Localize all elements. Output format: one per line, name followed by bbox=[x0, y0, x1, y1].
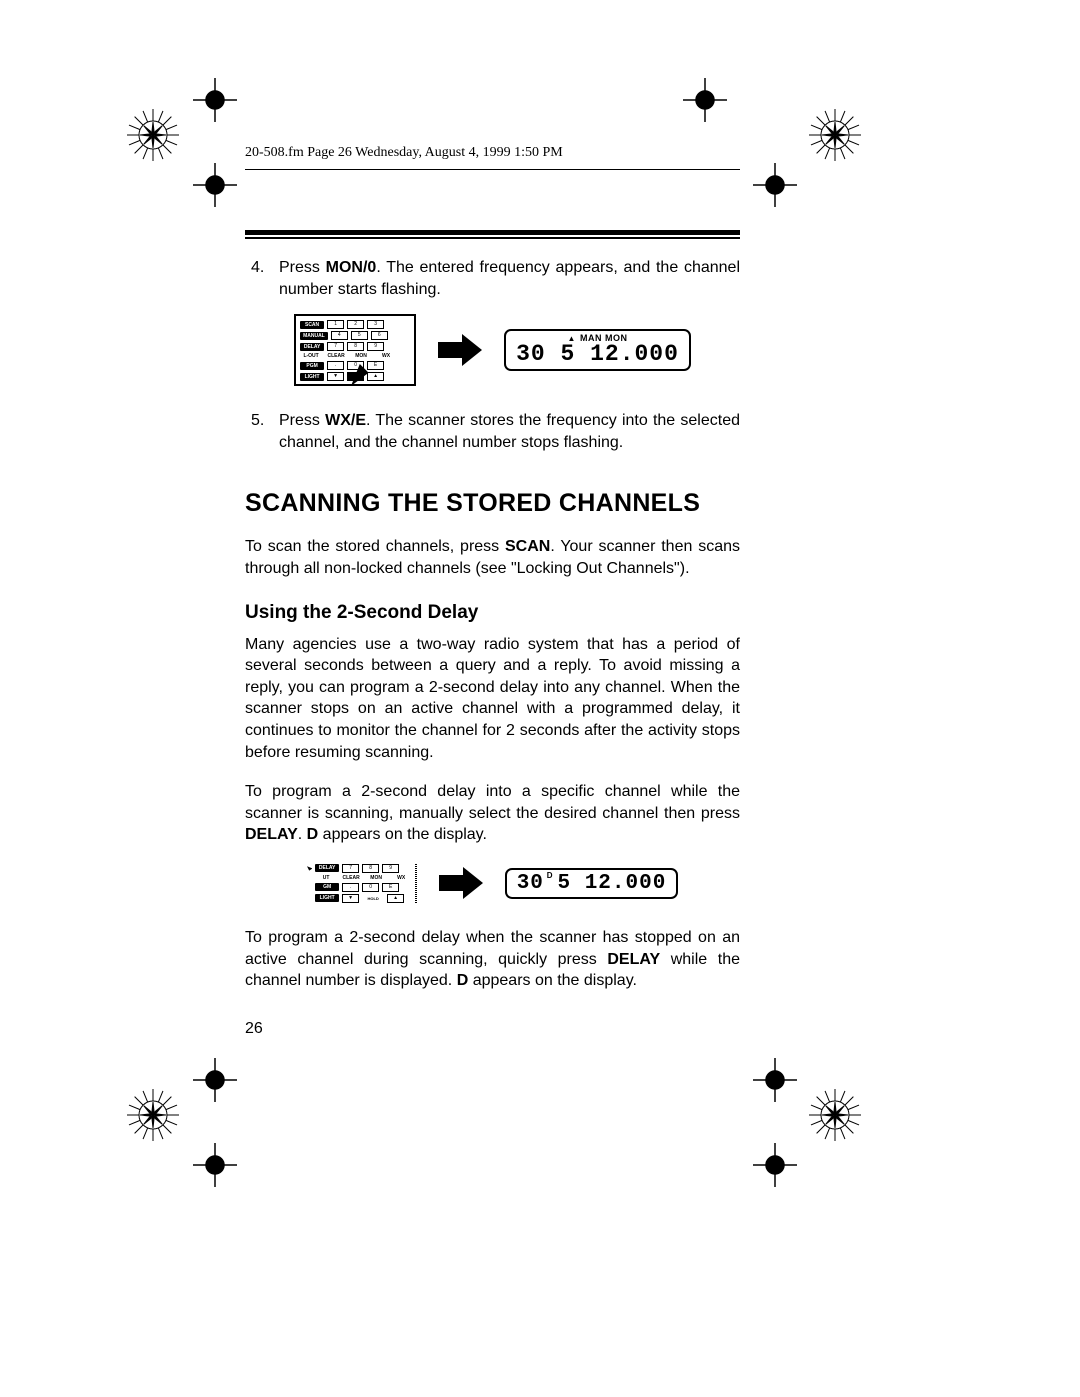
right-arrow-icon bbox=[438, 334, 482, 366]
running-head: 20-508.fm Page 26 Wednesday, August 4, 1… bbox=[245, 145, 740, 161]
double-rule bbox=[245, 230, 740, 239]
crosshair-regmark-icon bbox=[193, 1143, 237, 1187]
key-ref: D bbox=[457, 972, 469, 989]
keypad-diagram: SCAN123 MANUAL456 DELAY789 L-OUTCLEARMON… bbox=[294, 314, 416, 386]
sunburst-regmark-icon bbox=[805, 1085, 865, 1145]
delay-p1: Many agencies use a two-way radio system… bbox=[245, 634, 740, 764]
crosshair-regmark-icon bbox=[753, 1143, 797, 1187]
keypad-diagram-small: DELAY789 UTCLEARMONWX GM.0E LIGHT▼HOLD▲ bbox=[307, 864, 417, 903]
crosshair-regmark-icon bbox=[193, 1058, 237, 1102]
key-ref: WX/E bbox=[325, 412, 366, 429]
sunburst-regmark-icon bbox=[123, 1085, 183, 1145]
crosshair-regmark-icon bbox=[193, 163, 237, 207]
delay-indicator: D bbox=[547, 871, 554, 880]
pointer-arrow-icon bbox=[351, 364, 373, 386]
header-rule bbox=[245, 169, 740, 170]
manual-page: 20-508.fm Page 26 Wednesday, August 4, 1… bbox=[245, 145, 740, 1038]
page-number: 26 bbox=[245, 1020, 740, 1038]
key-ref: MON/0 bbox=[326, 259, 377, 276]
lcd-display: ▲MAN MON 30 5 12.000 bbox=[504, 329, 691, 371]
subsection-heading: Using the 2-Second Delay bbox=[245, 602, 740, 624]
lcd-digits: 30 5 12.000 bbox=[516, 341, 679, 367]
crosshair-regmark-icon bbox=[683, 78, 727, 122]
step-text: Press MON/0. The entered frequency appea… bbox=[279, 257, 740, 300]
section-intro: To scan the stored channels, press SCAN.… bbox=[245, 536, 740, 579]
key-ref: D bbox=[307, 826, 319, 843]
key-ref: SCAN bbox=[505, 538, 550, 555]
sunburst-regmark-icon bbox=[123, 105, 183, 165]
illustration-2: DELAY789 UTCLEARMONWX GM.0E LIGHT▼HOLD▲ … bbox=[245, 864, 740, 903]
key-ref: DELAY bbox=[607, 951, 660, 968]
delay-p2: To program a 2-second delay into a speci… bbox=[245, 781, 740, 846]
crosshair-regmark-icon bbox=[753, 1058, 797, 1102]
sunburst-regmark-icon bbox=[805, 105, 865, 165]
separator-bar bbox=[415, 864, 417, 903]
section-heading: SCANNING THE STORED CHANNELS bbox=[245, 489, 740, 518]
right-arrow-icon bbox=[439, 867, 483, 899]
step-number: 5. bbox=[245, 410, 279, 453]
step-4: 4. Press MON/0. The entered frequency ap… bbox=[245, 257, 740, 300]
illustration-1: SCAN123 MANUAL456 DELAY789 L-OUTCLEARMON… bbox=[245, 314, 740, 386]
crosshair-regmark-icon bbox=[753, 163, 797, 207]
step-number: 4. bbox=[245, 257, 279, 300]
pointer-arrow-icon bbox=[307, 862, 312, 876]
crosshair-regmark-icon bbox=[193, 78, 237, 122]
key-ref: DELAY bbox=[245, 826, 298, 843]
lcd-digits: D 30 5 12.000 bbox=[517, 872, 667, 895]
step-text: Press WX/E. The scanner stores the frequ… bbox=[279, 410, 740, 453]
delay-p3: To program a 2-second delay when the sca… bbox=[245, 927, 740, 992]
step-5: 5. Press WX/E. The scanner stores the fr… bbox=[245, 410, 740, 453]
lcd-display: D 30 5 12.000 bbox=[505, 868, 679, 899]
